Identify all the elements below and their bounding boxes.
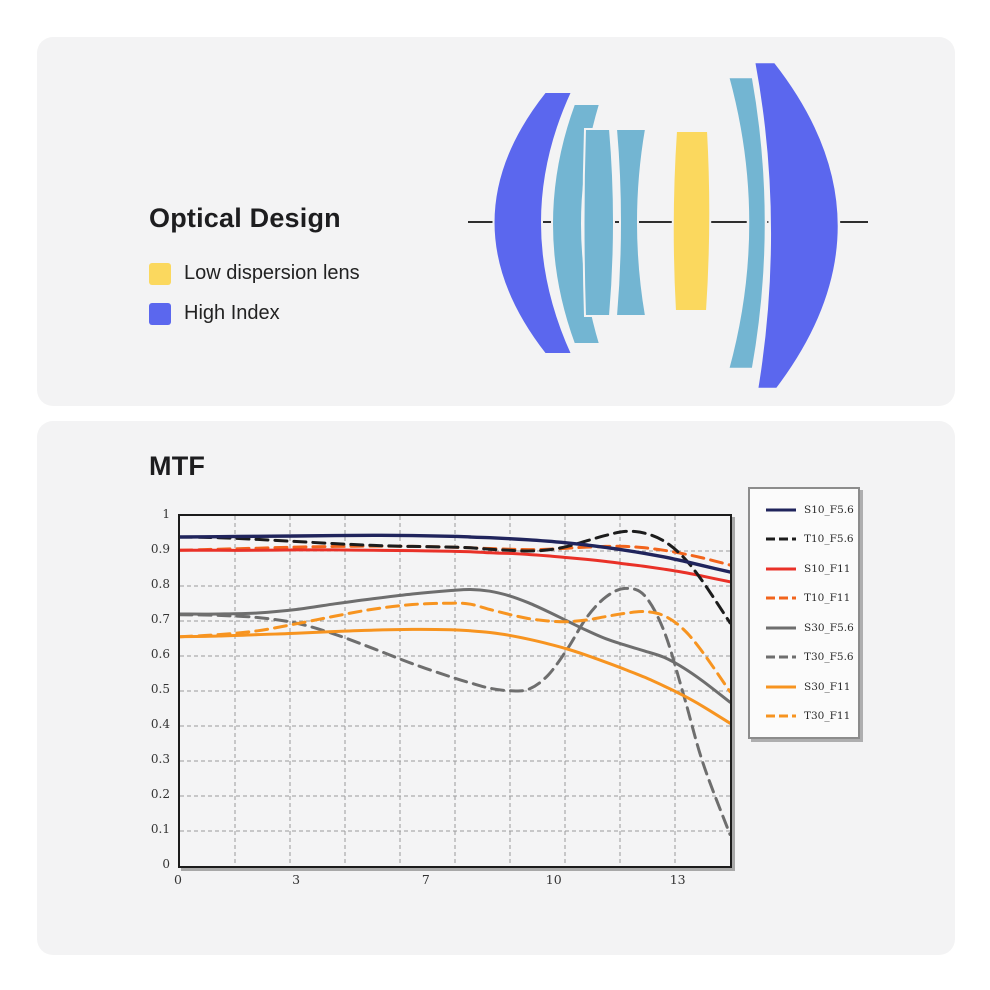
lens-element-1-high-index	[492, 91, 574, 355]
x-tick-label: 13	[669, 872, 686, 887]
blue-square-icon	[149, 302, 171, 325]
mtf-legend-item: T10_F11	[765, 592, 858, 604]
y-tick-label: 0	[162, 857, 170, 871]
lens-element-6-standard	[726, 75, 768, 371]
y-tick-label: 0.5	[150, 682, 170, 696]
mtf-legend-item: T30_F5.6	[765, 651, 858, 663]
mtf-curve-T10_F5.6	[180, 529, 730, 625]
mtf-legend-item: S10_F5.6	[765, 504, 858, 516]
mtf-legend-item: S30_F5.6	[765, 622, 858, 634]
lens-element-3-standard	[582, 128, 615, 317]
grid-lines	[180, 516, 730, 866]
mtf-curve-T30_F5.6	[180, 586, 730, 836]
y-tick-label: 0.9	[150, 542, 170, 556]
mtf-legend-label: T10_F5.6	[804, 533, 854, 546]
y-tick-label: 0.1	[150, 822, 170, 836]
lens-element-5-low-dispersion	[671, 130, 712, 312]
mtf-legend-label: T30_F11	[804, 710, 851, 723]
mtf-curve-T30_F11	[180, 601, 730, 694]
optical-legend-label: High Index	[184, 302, 280, 324]
mtf-legend-item: S30_F11	[765, 681, 858, 693]
mtf-plot-area	[178, 514, 732, 868]
mtf-curve-S30_F11	[180, 627, 730, 725]
optical-legend-label: Low dispersion lens	[184, 262, 360, 284]
optical-legend: Low dispersion lens High Index	[149, 262, 360, 325]
y-tick-label: 0.8	[150, 577, 170, 591]
lens-diagram	[468, 60, 868, 391]
optical-legend-item: Low dispersion lens	[149, 262, 360, 285]
mtf-legend: S10_F5.6 T10_F5.6 S10_F11 T10_F11 S30_F5.6 T3…	[748, 487, 860, 739]
y-tick-label: 0.3	[150, 752, 170, 766]
mtf-title: MTF	[149, 451, 206, 481]
y-tick-label: 0.7	[150, 612, 170, 626]
mtf-legend-item: S10_F11	[765, 563, 858, 575]
mtf-legend-label: S10_F11	[804, 562, 851, 575]
mtf-panel: MTF 1 0.9 0.8 0.7 0.6 0.5 0.4 0.3 0.2 0.1 0 0 3 7 10 1…	[37, 421, 955, 955]
y-tick-label: 0.6	[150, 647, 170, 661]
optical-legend-item: High Index	[149, 302, 360, 325]
x-tick-label: 3	[292, 872, 301, 887]
lens-element-7-high-index	[752, 60, 841, 391]
mtf-curve-S30_F5.6	[180, 587, 730, 704]
mtf-legend-label: T30_F5.6	[804, 651, 854, 664]
mtf-legend-item: T30_F11	[765, 710, 858, 722]
y-tick-label: 0.4	[150, 717, 170, 731]
mtf-legend-label: S30_F5.6	[804, 621, 854, 634]
x-tick-label: 7	[421, 872, 430, 887]
mtf-legend-label: T10_F11	[804, 592, 851, 605]
mtf-curve-T10_F11	[180, 544, 730, 567]
optical-design-panel: Optical Design Low dispersion lens High I…	[37, 37, 955, 406]
yellow-square-icon	[149, 262, 171, 285]
y-tick-label: 1	[162, 507, 170, 521]
mtf-legend-item: T10_F5.6	[765, 533, 858, 545]
x-tick-label: 10	[545, 872, 562, 887]
mtf-legend-label: S10_F5.6	[804, 503, 854, 516]
mtf-curve-S10_F11	[180, 548, 730, 584]
mtf-curve-S10_F5.6	[180, 533, 730, 574]
y-tick-label: 0.2	[150, 787, 170, 801]
mtf-legend-label: S30_F11	[804, 680, 851, 693]
mtf-curves-canvas	[180, 516, 730, 866]
lens-element-4-standard	[614, 128, 648, 317]
optical-design-title: Optical Design	[149, 203, 341, 233]
x-tick-label: 0	[174, 872, 182, 887]
